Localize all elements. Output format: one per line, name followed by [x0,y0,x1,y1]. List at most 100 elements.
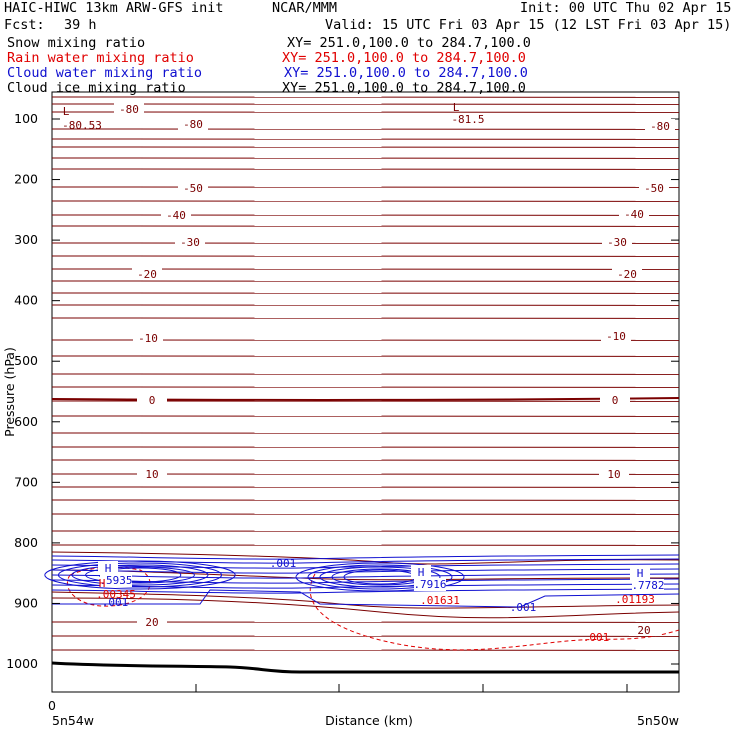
rain-water-label: .01193 [615,593,655,606]
y-tick-label: 500 [14,353,38,368]
cloud-water-contour [51,558,680,564]
label-bg [601,329,631,342]
field-xy-rain: XY= 251.0,100.0 to 284.7,100.0 [282,50,526,66]
rain-water-label: .001 [583,631,610,644]
header-title: HAIC-HIWC 13km ARW-GFS init [4,0,224,16]
cloud-water-contour [51,568,680,574]
header-org: NCAR/MMM [272,0,338,16]
label-bg [612,267,642,280]
field-xy-cloud-water: XY= 251.0,100.0 to 284.7,100.0 [284,65,528,81]
y-tick-label: 1000 [6,656,38,671]
cloud-water-high-value: .7782 [631,579,664,592]
cloud-water-contour [307,564,453,590]
label-bg [137,467,167,480]
field-name-rain: Rain water mixing ratio [7,50,194,66]
label-bg [599,467,629,480]
label-bg [178,117,208,130]
cloud-water-contour [295,562,465,592]
label-bg [600,393,630,406]
y-tick-label: 900 [14,595,38,610]
field-xy-snow: XY= 251.0,100.0 to 284.7,100.0 [287,35,531,51]
cloud-water-contour [52,589,680,608]
cloud-water-high-mark: H [105,562,112,575]
temperature-label: 10 [145,468,158,481]
temperature-label: -80 [119,103,139,116]
temperature-label: -20 [137,268,157,281]
header-init: Init: 00 UTC Thu 02 Apr 15 [520,0,732,16]
header-fcst-label: Fcst: [4,17,45,33]
field-name-cloud-water: Cloud water mixing ratio [7,65,203,81]
temperature-label: 10 [607,468,620,481]
temperature-label: -50 [183,182,203,195]
temperature-label: 0 [612,394,619,407]
cloud-water-contour [51,563,680,569]
label-bg [629,623,659,636]
cloud-water-label: .001 [270,557,297,570]
cloud-water-contours [44,554,680,608]
label-bg [645,119,675,132]
field-name-snow: Snow mixing ratio [7,35,146,51]
cloud-water-high-mark: H [637,567,644,580]
label-bg [137,393,167,406]
cloud-water-contour [51,554,680,560]
header-fcst-value: 39 h [64,17,97,33]
cloud-water-high-mark: H [418,566,425,579]
label-bg [630,566,650,580]
y-axis-label: Pressure (hPa) [2,347,17,437]
x-right-label: 5n50w [637,713,679,728]
temperature-contours [51,96,680,651]
label-bg [114,102,144,115]
x-tick-zero: 0 [48,698,56,713]
label-bg [132,267,162,280]
contour-labels: -80-80 -80-50 -50-40 -40-30 -30-20 -20-10 -100… [62,101,675,644]
low-value: -80.53 [62,119,102,132]
label-bg [98,561,118,575]
x-left-label: 5n54w [52,713,94,728]
temperature-label: -50 [644,182,664,195]
y-tick-label: 600 [14,414,38,429]
temperature-contour [51,597,680,619]
label-bg [133,331,163,344]
y-tick-label: 100 [14,111,38,126]
cloud-water-high-value: .5935 [99,574,132,587]
temperature-label: 20 [145,616,158,629]
label-bg [100,574,132,587]
y-tick-label: 300 [14,232,38,247]
cloud-water-label: .001 [102,596,129,609]
label-bg [175,235,205,248]
cloud-water-high-value: .7916 [413,578,446,591]
header-valid: Valid: 15 UTC Fri 03 Apr 15 (12 LST Fri … [325,17,732,33]
y-tick-label: 800 [14,535,38,550]
terrain-surface [51,661,679,674]
rain-water-high-mark: H [99,577,106,590]
temperature-label: -40 [624,208,644,221]
label-bg [414,578,446,591]
label-bg [639,181,669,194]
temperature-label: -40 [166,209,186,222]
temperature-label: -30 [180,236,200,249]
y-tick-label: 400 [14,293,38,308]
label-bg [137,615,167,628]
cloud-water-contour [51,588,680,594]
rain-water-label: .01631 [420,594,460,607]
temperature-contour-zero [51,397,680,401]
temperature-label: -10 [138,332,158,345]
temperature-label: -10 [606,330,626,343]
low-mark: L [63,105,70,118]
cloud-water-label: .001 [510,601,537,614]
label-bg [178,181,208,194]
temperature-label: 0 [149,394,156,407]
x-axis-label: Distance (km) [325,713,413,728]
rain-water-contour [309,573,680,651]
plot-frame [51,91,680,693]
label-bg [411,565,431,579]
y-tick-label: 200 [14,172,38,187]
label-bg [602,235,632,248]
temperature-label: 20 [637,624,650,637]
temperature-label: -80 [650,120,670,133]
label-bg [161,208,191,221]
temperature-label: -80 [183,118,203,131]
y-tick-label: 700 [14,474,38,489]
